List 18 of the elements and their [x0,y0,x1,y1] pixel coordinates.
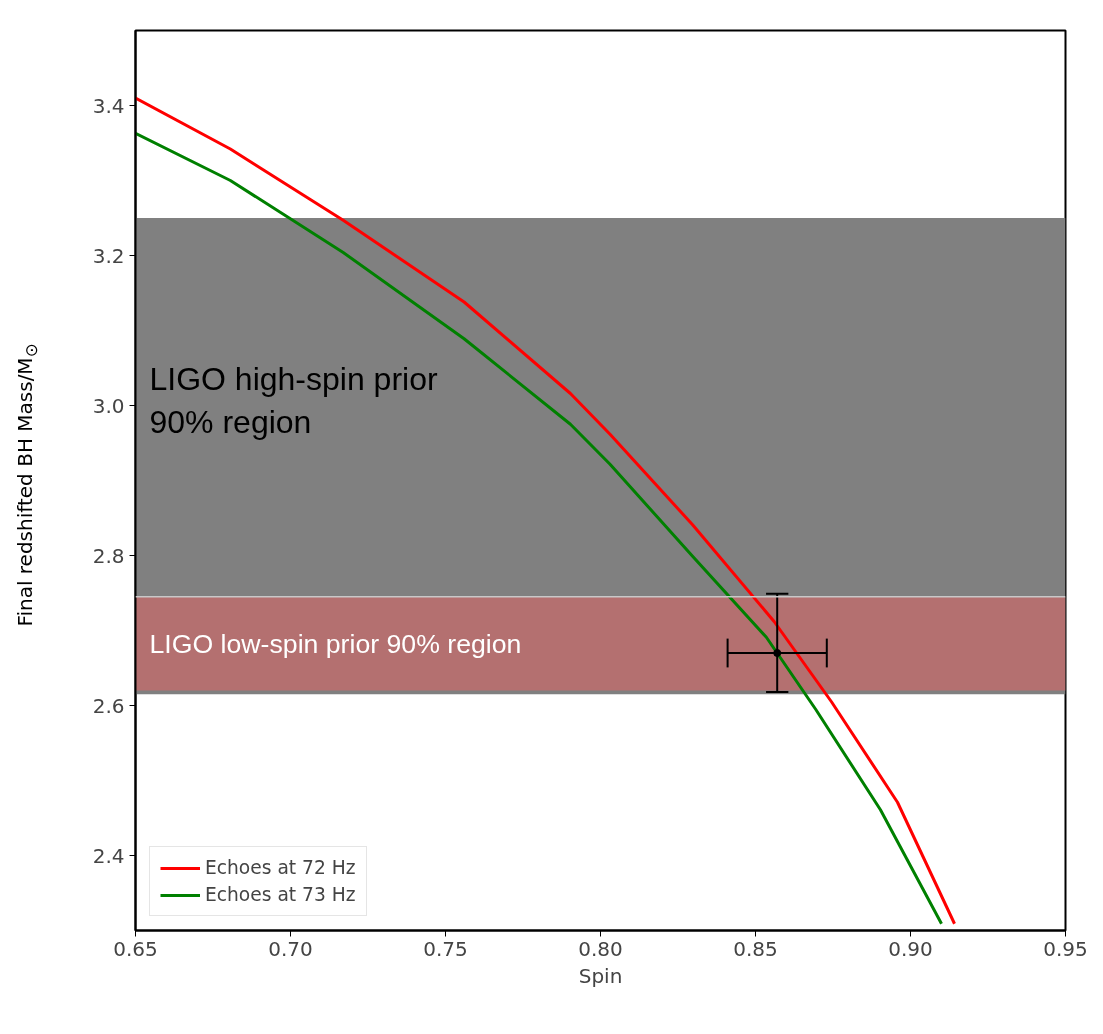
x-tick-label: 0.65 [113,936,158,961]
x-tick-label: 0.85 [733,936,778,961]
legend-label: Echoes at 73 Hz [205,884,356,905]
x-axis-title: Spin [578,963,623,988]
band-label: LIGO low-spin prior 90% region [149,628,522,659]
y-tick-label: 2.8 [92,543,125,568]
y-tick-label: 3.0 [92,393,125,418]
y-tick-label: 3.4 [92,93,125,118]
x-tick-label: 0.95 [1043,936,1088,961]
x-tick-label: 0.75 [423,936,468,961]
x-tick-label: 0.80 [578,936,623,961]
x-tick-label: 0.70 [268,936,313,961]
y-tick-label: 2.4 [92,843,125,868]
legend-label: Echoes at 72 Hz [205,857,356,878]
y-tick-label: 3.2 [92,243,125,268]
band-label: LIGO high-spin prior 90% region [149,361,438,441]
x-tick-label: 0.90 [888,936,933,961]
y-tick-label: 2.6 [92,693,125,718]
